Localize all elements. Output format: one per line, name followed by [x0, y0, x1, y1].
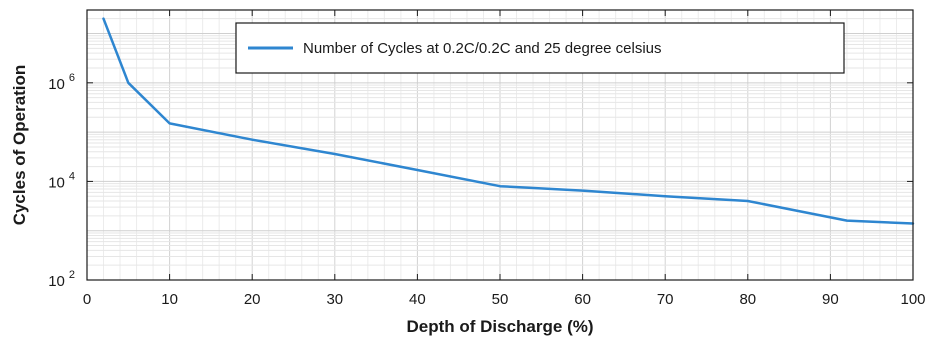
y-axis-label: Cycles of Operation — [10, 65, 29, 226]
x-tick-label: 60 — [574, 291, 591, 308]
x-tick-label: 50 — [492, 291, 509, 308]
x-tick-label: 80 — [739, 291, 756, 308]
y-tick-label: 10 2 — [48, 269, 75, 290]
x-tick-label: 10 — [161, 291, 178, 308]
x-tick-label: 90 — [822, 291, 839, 308]
y-tick-label: 10 4 — [48, 170, 75, 191]
legend-box — [235, 22, 845, 74]
x-tick-label: 40 — [409, 291, 426, 308]
x-tick-label: 30 — [326, 291, 343, 308]
series-layer — [102, 17, 915, 225]
x-tick-label: 70 — [657, 291, 674, 308]
x-tick-label: 20 — [244, 291, 261, 308]
x-tick-label: 100 — [900, 291, 925, 308]
x-tick-label: 0 — [83, 291, 91, 308]
series-line — [102, 17, 915, 225]
legend: Number of Cycles at 0.2C/0.2C and 25 deg… — [235, 22, 845, 74]
x-axis-label: Depth of Discharge (%) — [406, 317, 593, 336]
legend-label: Number of Cycles at 0.2C/0.2C and 25 deg… — [303, 40, 662, 57]
y-tick-label: 10 6 — [48, 72, 75, 93]
